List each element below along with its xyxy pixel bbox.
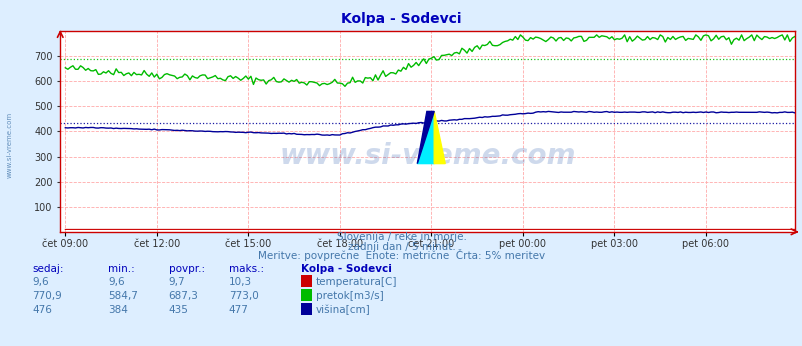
Text: 9,6: 9,6 bbox=[32, 277, 49, 288]
Text: Slovenija / reke in morje.: Slovenija / reke in morje. bbox=[336, 233, 466, 243]
Text: min.:: min.: bbox=[108, 264, 135, 274]
Text: povpr.:: povpr.: bbox=[168, 264, 205, 274]
Text: 476: 476 bbox=[32, 305, 52, 315]
Text: Kolpa - Sodevci: Kolpa - Sodevci bbox=[341, 12, 461, 26]
Text: 384: 384 bbox=[108, 305, 128, 315]
Polygon shape bbox=[417, 111, 434, 164]
Polygon shape bbox=[434, 111, 444, 164]
Text: www.si-vreme.com: www.si-vreme.com bbox=[6, 112, 13, 179]
Text: višina[cm]: višina[cm] bbox=[315, 305, 370, 315]
Text: Meritve: povprečne  Enote: metrične  Črta: 5% meritev: Meritve: povprečne Enote: metrične Črta:… bbox=[257, 249, 545, 261]
Text: www.si-vreme.com: www.si-vreme.com bbox=[279, 142, 575, 170]
Text: Kolpa - Sodevci: Kolpa - Sodevci bbox=[301, 264, 391, 274]
Text: 9,6: 9,6 bbox=[108, 277, 125, 288]
Text: 770,9: 770,9 bbox=[32, 291, 62, 301]
Text: 584,7: 584,7 bbox=[108, 291, 138, 301]
Text: zadnji dan / 5 minut.: zadnji dan / 5 minut. bbox=[347, 242, 455, 252]
Text: 687,3: 687,3 bbox=[168, 291, 198, 301]
Text: 773,0: 773,0 bbox=[229, 291, 258, 301]
Text: sedaj:: sedaj: bbox=[32, 264, 63, 274]
Text: pretok[m3/s]: pretok[m3/s] bbox=[315, 291, 383, 301]
Polygon shape bbox=[417, 111, 434, 164]
Text: 9,7: 9,7 bbox=[168, 277, 185, 288]
Text: temperatura[C]: temperatura[C] bbox=[315, 277, 396, 288]
Text: maks.:: maks.: bbox=[229, 264, 264, 274]
Text: 10,3: 10,3 bbox=[229, 277, 252, 288]
Text: 477: 477 bbox=[229, 305, 249, 315]
Text: 435: 435 bbox=[168, 305, 188, 315]
